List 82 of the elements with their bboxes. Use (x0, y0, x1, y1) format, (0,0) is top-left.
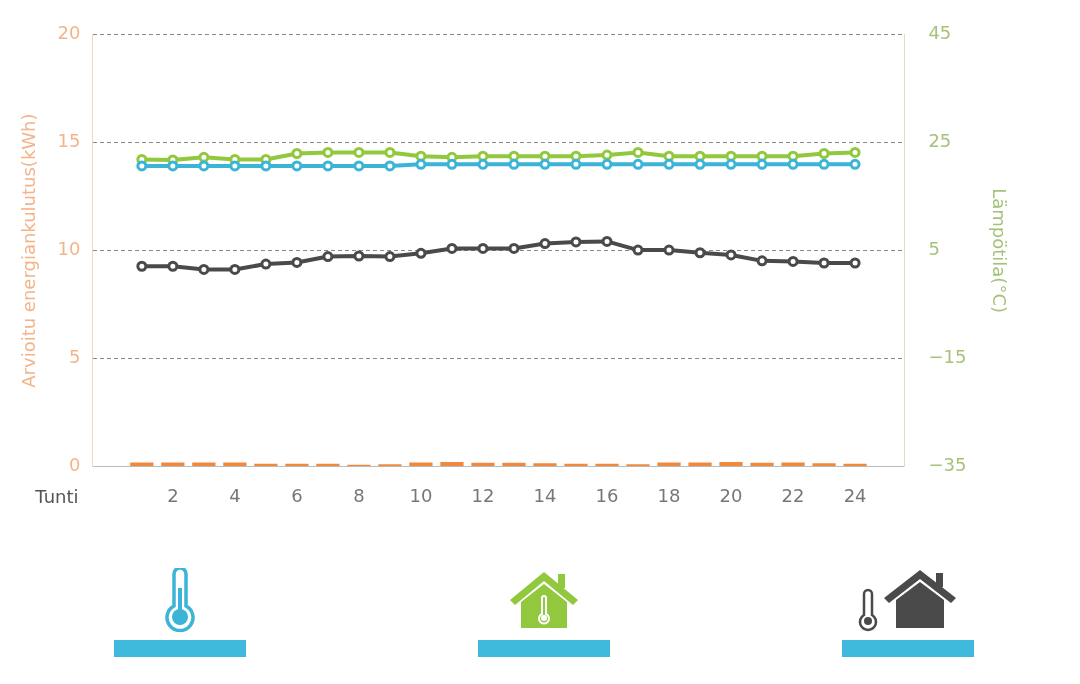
point (322, 146, 334, 158)
point (601, 149, 613, 161)
point (508, 242, 520, 254)
y-tick-label: 20 (57, 22, 81, 44)
x-tick-label: 4 (229, 484, 241, 506)
point (384, 160, 396, 172)
point (198, 263, 210, 275)
x-tick-label: 24 (843, 484, 867, 506)
x-tick-label: 16 (595, 484, 619, 506)
point (756, 255, 768, 267)
y2-tick-label: 45 (928, 22, 952, 44)
point (601, 235, 613, 247)
x-tick-label: 14 (533, 484, 557, 506)
point (198, 160, 210, 172)
point (260, 258, 272, 270)
point (229, 263, 241, 275)
y2-tick-label: 5 (928, 238, 940, 260)
y2-tick-label: 25 (928, 130, 952, 152)
point (632, 244, 644, 256)
point (849, 257, 861, 269)
point (291, 256, 303, 268)
point (849, 158, 861, 170)
y2-tick-label: −15 (928, 346, 967, 368)
point (849, 146, 861, 158)
y2-axis-title: Lämpötila(°C) (988, 188, 1010, 313)
point (725, 158, 737, 170)
point (818, 147, 830, 159)
point (446, 242, 458, 254)
point (291, 160, 303, 172)
point (539, 238, 551, 250)
point (415, 247, 427, 259)
x-tick-label: 12 (471, 484, 495, 506)
y-tick-label: 0 (69, 454, 81, 476)
point (539, 158, 551, 170)
point (353, 250, 365, 262)
point (353, 146, 365, 158)
point (136, 260, 148, 272)
point (260, 160, 272, 172)
point (818, 257, 830, 269)
point (508, 158, 520, 170)
point (446, 158, 458, 170)
point (322, 251, 334, 263)
point (787, 255, 799, 267)
y-tick-label: 10 (57, 238, 81, 260)
y-tick-label: 15 (57, 130, 81, 152)
point (384, 251, 396, 263)
point (229, 160, 241, 172)
x-tick-label: 2 (167, 484, 179, 506)
point (694, 247, 706, 259)
y2-tick-label: −35 (928, 454, 967, 476)
y-tick-label: 5 (69, 346, 81, 368)
point (198, 151, 210, 163)
point (570, 236, 582, 248)
point (415, 158, 427, 170)
point (632, 158, 644, 170)
y-axis-title: Arvioitu energiankulutus(kWh) (18, 113, 40, 388)
point (725, 249, 737, 261)
point (663, 158, 675, 170)
point (353, 160, 365, 172)
point (632, 146, 644, 158)
x-tick-label: 22 (781, 484, 805, 506)
point (477, 242, 489, 254)
point (384, 146, 396, 158)
point (167, 160, 179, 172)
x-tick-label: 10 (409, 484, 433, 506)
x-tick-label: 18 (657, 484, 681, 506)
point (167, 260, 179, 272)
point (601, 158, 613, 170)
point (756, 158, 768, 170)
point (136, 160, 148, 172)
x-axis-title: Tunti (34, 486, 79, 508)
point (477, 158, 489, 170)
x-tick-label: 20 (719, 484, 743, 506)
point (818, 158, 830, 170)
point (322, 160, 334, 172)
x-tick-label: 8 (353, 484, 365, 506)
point (663, 244, 675, 256)
point (694, 158, 706, 170)
point (291, 147, 303, 159)
point (787, 158, 799, 170)
x-tick-label: 6 (291, 484, 303, 506)
point (570, 158, 582, 170)
